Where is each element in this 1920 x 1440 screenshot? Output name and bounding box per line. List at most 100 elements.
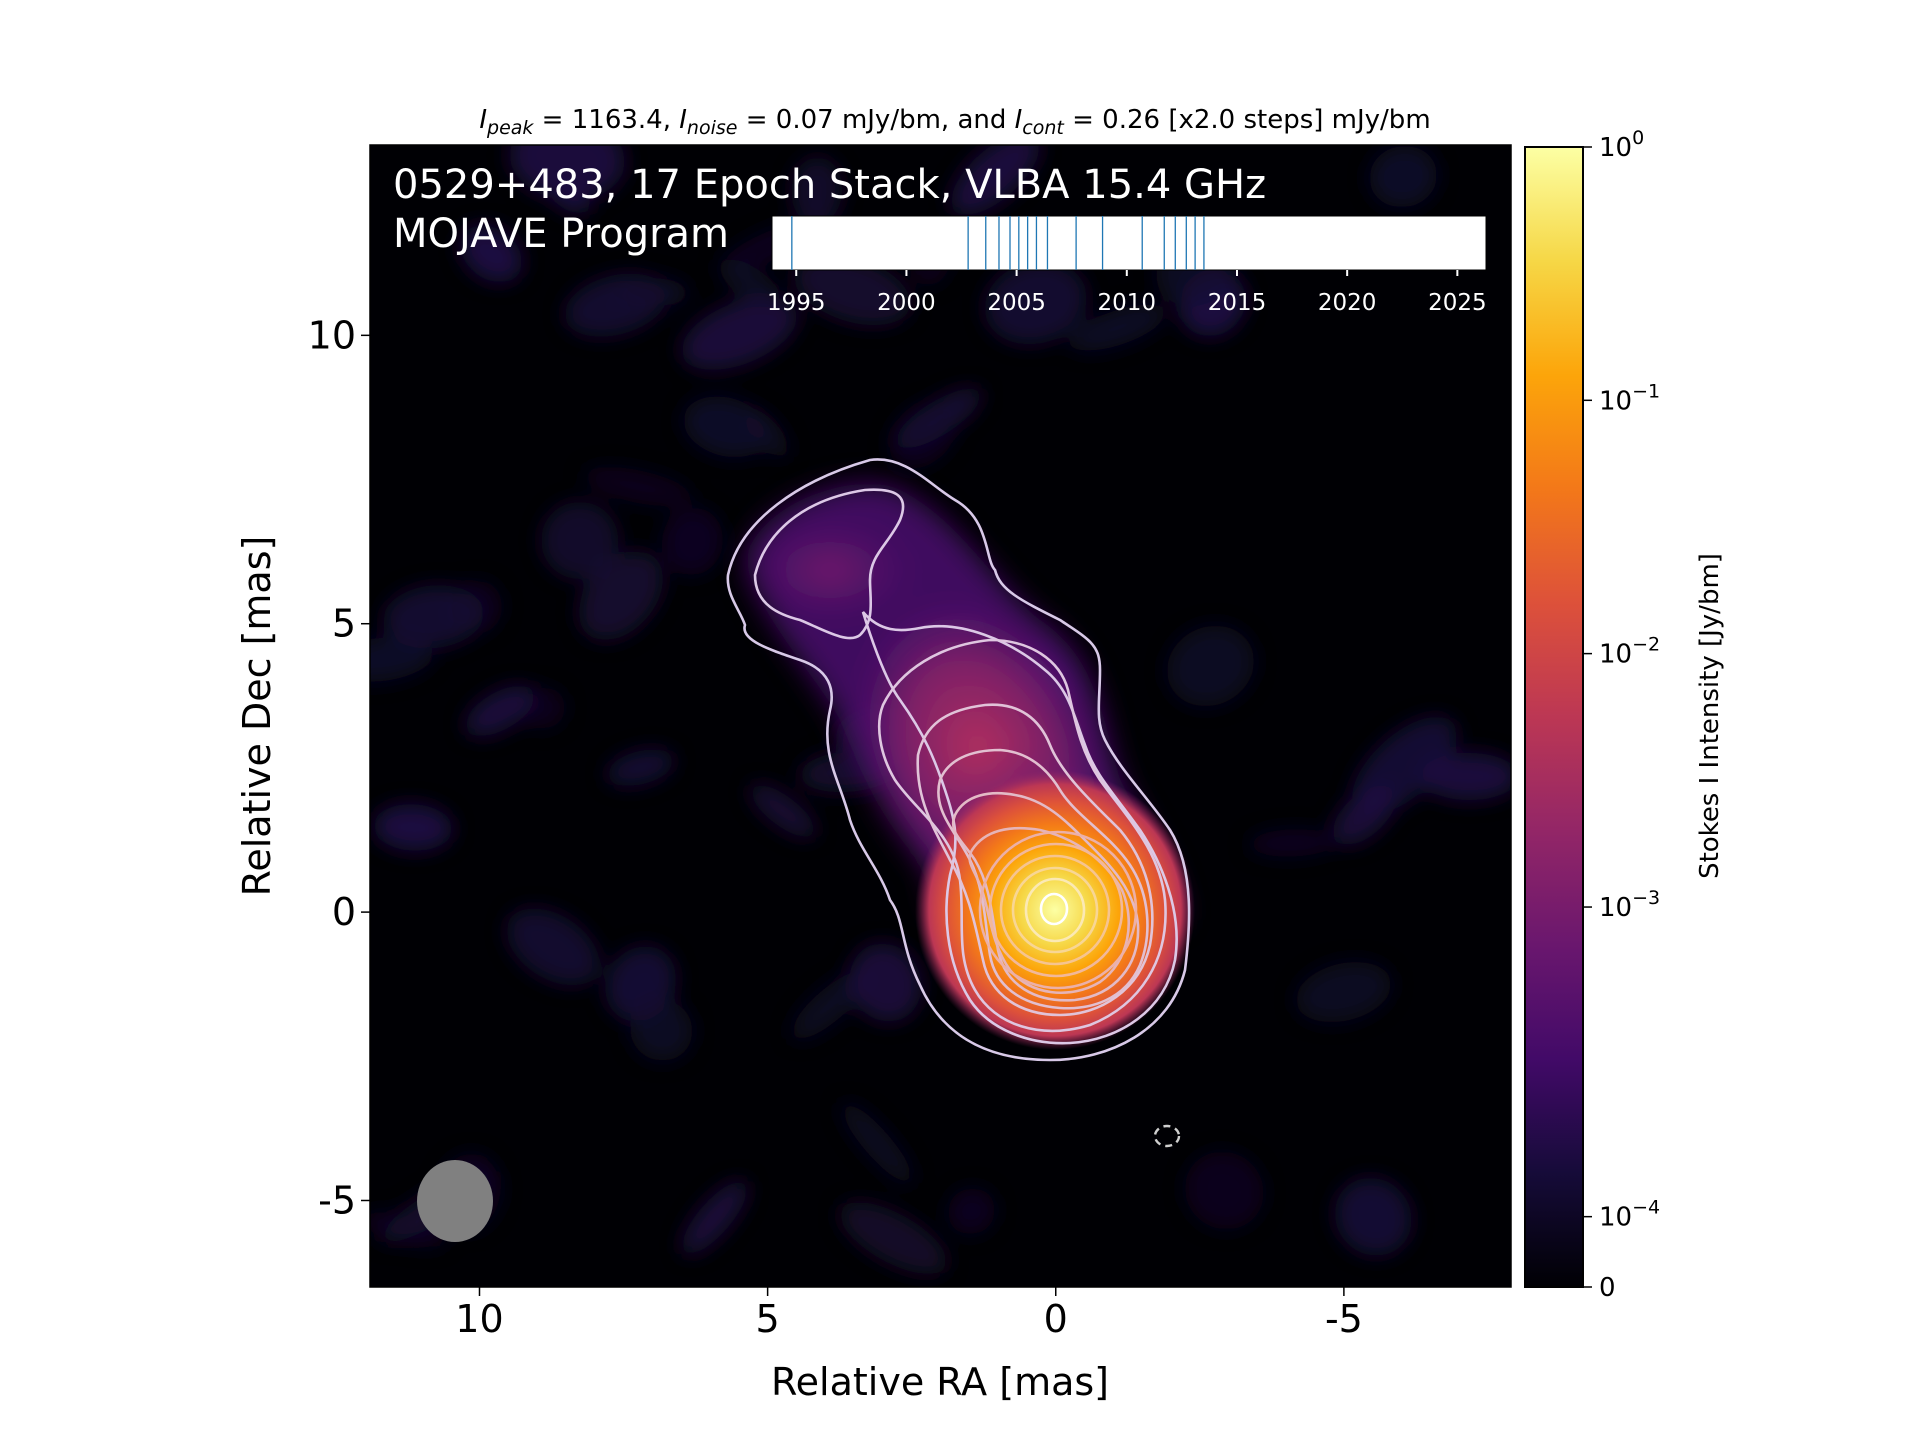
noise-blob [506, 908, 600, 986]
y-axis-ticks: 10 5 0 -5 [308, 313, 370, 1222]
epoch-timeline-inset: 1995 2000 2005 2010 2015 2020 2025 [767, 215, 1487, 316]
noise-blob [661, 507, 724, 576]
noise-blob [1069, 304, 1166, 351]
contour-lines [726, 458, 1191, 1062]
noise-blob [839, 1202, 948, 1275]
noise-blob [951, 145, 1040, 216]
source-title-line1: 0529+483, 17 Epoch Stack, VLBA 15.4 GHz [393, 162, 1266, 208]
header-segment: I [479, 105, 487, 135]
contour-level-4 [916, 703, 1154, 1017]
x-tick-label: 10 [455, 1297, 503, 1341]
noise-blob [465, 685, 535, 737]
noise-blob [1334, 1177, 1412, 1256]
colorbar-frame [1524, 146, 1584, 1288]
epoch-year-label: 2005 [987, 290, 1046, 316]
x-tick-label: 5 [756, 1297, 780, 1341]
noise-blob [451, 580, 502, 633]
noise-blob [791, 970, 869, 1040]
colorbar-ticks: 100 10−1 10−2 10−3 10−4 0 [1583, 127, 1660, 1303]
y-tick-label: 5 [332, 602, 356, 646]
noise-blob [620, 277, 690, 306]
contour-level-2 [753, 488, 1178, 1045]
contour-level-12 [1024, 877, 1086, 943]
contour-level-3 [877, 638, 1167, 1033]
header-segment: I [679, 105, 687, 135]
noise-blob [370, 1212, 446, 1247]
colorbar: 100 10−1 10−2 10−3 10−4 0 Stokes I Intensity … [1524, 127, 1725, 1303]
header-segment: = 0.07 mJy/bm, and [737, 105, 1014, 135]
x-axis-ticks: 10 5 0 -5 [455, 1287, 1363, 1341]
colorbar-gradient [1525, 147, 1583, 1287]
noise-blob [681, 1180, 748, 1255]
noise-blob [630, 999, 693, 1061]
epoch-year-label: 2000 [877, 290, 936, 316]
y-axis-label: Relative Dec [mas] [235, 536, 279, 897]
noise-blob [1369, 145, 1438, 208]
contour-level-10 [999, 854, 1111, 966]
noise-blob [791, 156, 843, 225]
noise-blob [849, 943, 922, 1022]
negative-contour-marker [1153, 1124, 1181, 1148]
colorbar-label: Stokes I Intensity [Jy/bm] [1695, 553, 1725, 879]
epoch-year-label: 2015 [1208, 290, 1267, 316]
noise-blob [718, 258, 780, 304]
epoch-year-label: 1995 [767, 290, 826, 316]
epoch-lines [791, 216, 1205, 270]
noise-blob [1295, 961, 1392, 1023]
epoch-year-label: 2010 [1098, 290, 1157, 316]
colorbar-tick-label: 10−1 [1599, 380, 1660, 416]
noise-blob [583, 467, 693, 507]
noise-blob [1184, 1151, 1264, 1230]
contour-level-7 [968, 826, 1131, 994]
contour-level-8 [978, 830, 1138, 990]
map-frame [369, 144, 1512, 1288]
noise-blob [793, 254, 911, 326]
header-segment: = 1163.4, [533, 105, 679, 135]
noise-blob [683, 396, 769, 458]
noise-blob [541, 501, 619, 580]
noise-blob [460, 225, 523, 283]
contour-level-9 [988, 842, 1124, 978]
x-tick-label: 0 [1044, 1297, 1068, 1341]
noise-blob [947, 1188, 996, 1235]
x-tick-label: -5 [1325, 1297, 1363, 1341]
contour-level-5 [937, 748, 1149, 1010]
header-segment: peak [486, 117, 534, 139]
y-tick-label: -5 [318, 1178, 356, 1222]
noise-blob [1166, 625, 1255, 707]
noise-blob [370, 637, 433, 682]
map-statistics-header: Ipeak = 1163.4, Inoise = 0.07 mJy/bm, an… [479, 105, 1430, 139]
x-axis-label: Relative RA [mas] [771, 1360, 1109, 1404]
noise-blob [889, 402, 957, 469]
noise-blob [841, 1102, 914, 1184]
source-title-line2: MOJAVE Program [393, 211, 729, 257]
intensity-map: 0529+483, 17 Epoch Stack, VLBA 15.4 GHz … [369, 144, 1512, 1288]
colorbar-tick-label: 100 [1599, 127, 1644, 163]
header-segment: I [1015, 105, 1023, 135]
contour-level-13 [1039, 892, 1069, 926]
header-segment: noise [687, 117, 738, 139]
header-segment: cont [1022, 117, 1065, 139]
noise-blob [749, 784, 816, 838]
epoch-timeline-box [771, 215, 1487, 271]
y-tick-label: 10 [308, 313, 356, 357]
noise-blob [681, 296, 798, 370]
colorbar-tick-label: 0 [1599, 1273, 1616, 1303]
noise-blob [373, 804, 453, 851]
epoch-year-ticks: 1995 2000 2005 2010 2015 2020 2025 [767, 270, 1487, 316]
contour-level-11 [1011, 866, 1099, 954]
noise-blob [509, 145, 625, 201]
noise-blob [1352, 716, 1457, 815]
epoch-year-label: 2020 [1318, 290, 1377, 316]
epoch-year-label: 2025 [1428, 290, 1487, 316]
colorbar-tick-label: 10−4 [1599, 1197, 1660, 1233]
noise-blob [606, 749, 675, 787]
header-segment: = 0.26 [x2.0 steps] mJy/bm [1064, 105, 1431, 135]
core-emission [915, 770, 1195, 1050]
colorbar-tick-label: 10−3 [1599, 887, 1660, 923]
noise-blob [1247, 829, 1337, 857]
y-tick-label: 0 [332, 890, 356, 934]
noise-blob [984, 260, 1087, 345]
contour-level-1 [726, 458, 1191, 1062]
